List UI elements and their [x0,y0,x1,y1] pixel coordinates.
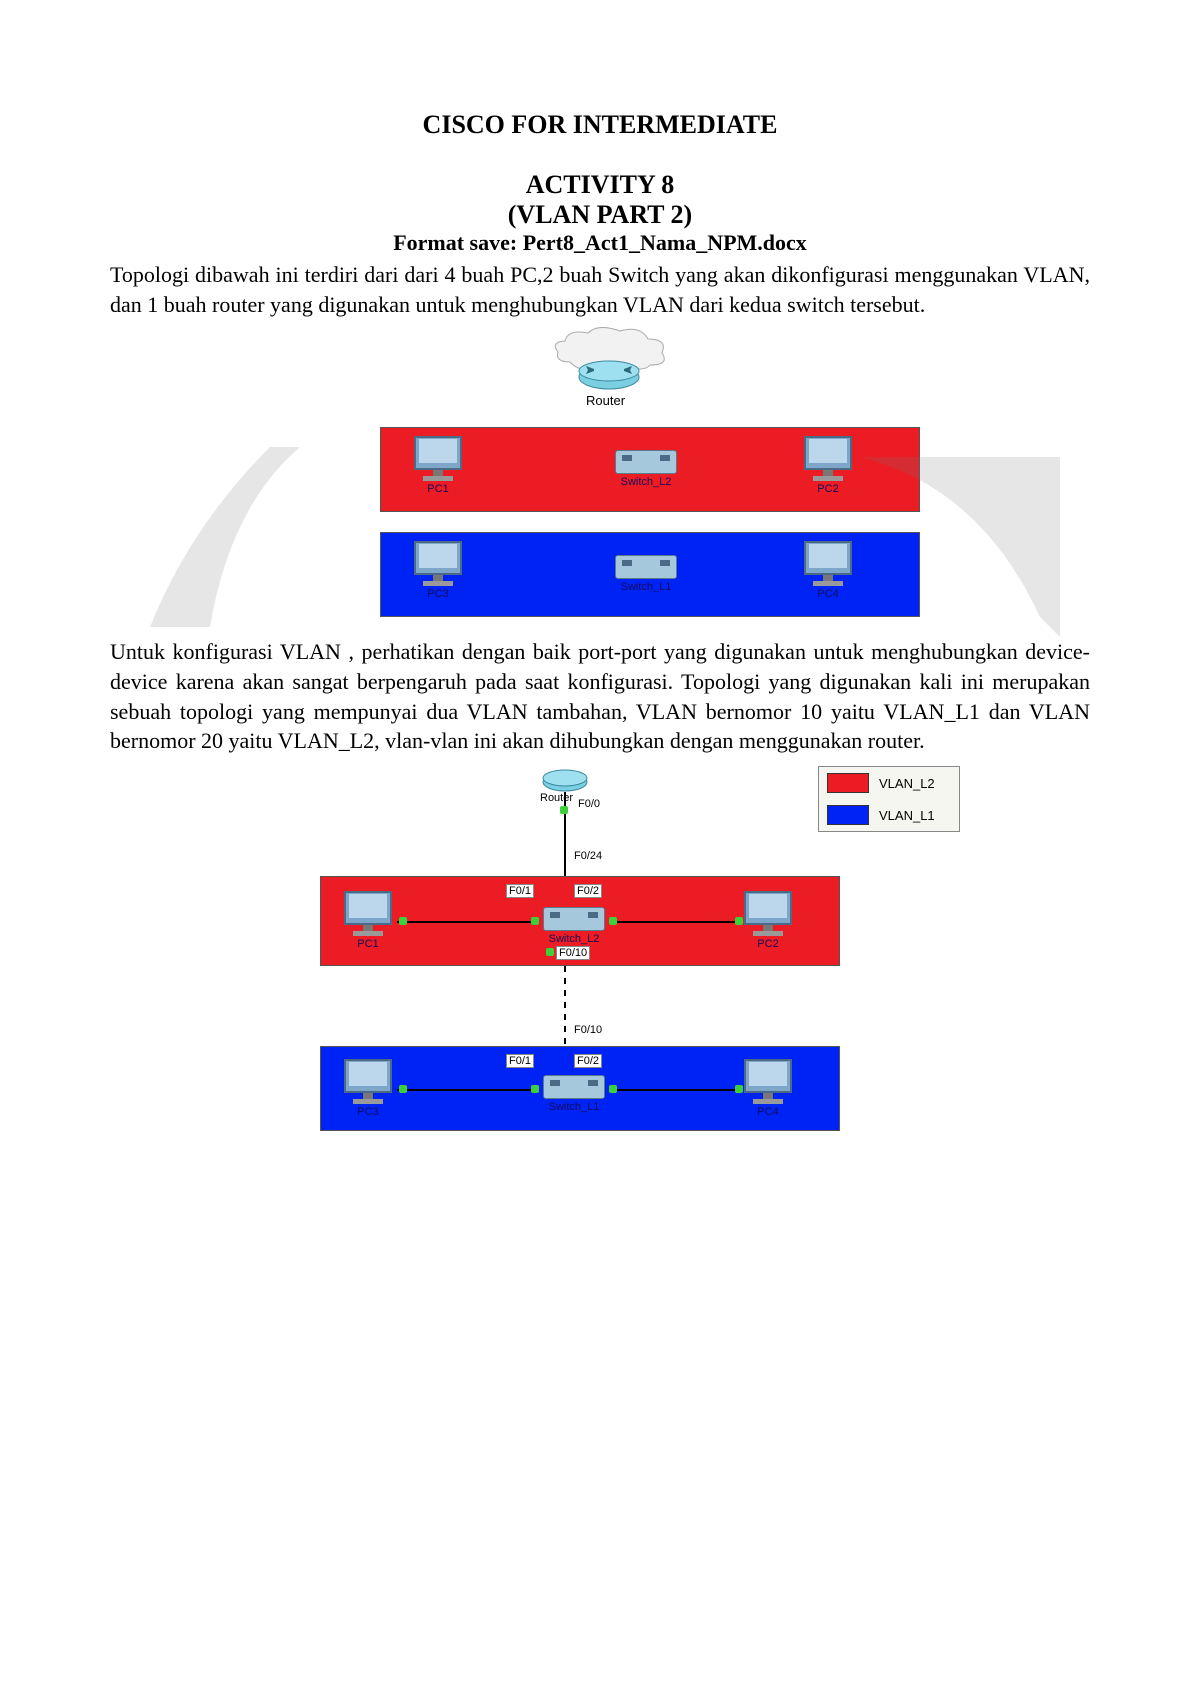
switch-l1-label: Switch_L1 [611,581,681,593]
link-dot [399,917,407,925]
title-activity: ACTIVITY 8 [110,170,1090,200]
port-sw1-f01: F0/1 [506,1054,534,1068]
legend-swatch [827,805,869,825]
diagram-topology-simple: Router PC1 Switch_L2 PC2 PC3 [290,327,910,627]
switch-l2-2: Switch_L2 [539,907,609,945]
paragraph-2: Untuk konfigurasi VLAN , perhatikan deng… [110,637,1090,756]
pc1: PC1 [411,436,465,495]
link-pc1-sw2 [397,921,537,923]
port-sw2-f02: F0/2 [574,884,602,898]
port-sw1-f010: F0/10 [572,1024,604,1036]
link-sw2-sw1 [564,966,566,1054]
port-router-f00: F0/0 [576,798,602,810]
pc3-label: PC3 [411,588,465,600]
link-dot [399,1085,407,1093]
switch-l2-2-label: Switch_L2 [539,933,609,945]
switch-l2: Switch_L2 [611,450,681,488]
port-sw2-f024: F0/24 [572,850,604,862]
pc2-label: PC2 [801,483,855,495]
pc2-2: PC2 [741,891,795,950]
port-sw2-f01: F0/1 [506,884,534,898]
pc3-2-label: PC3 [341,1106,395,1118]
vlan-l1-box: PC3 Switch_L1 PC4 [380,532,920,617]
diagram-topology-ports: Router F0/0 F0/24 PC1 Switch_L2 PC2 [240,766,960,1136]
router-label: Router [586,393,625,408]
link-dot [609,917,617,925]
pc4-label: PC4 [801,588,855,600]
pc2-2-label: PC2 [741,938,795,950]
switch-l1-2: Switch_L1 [539,1075,609,1113]
pc4-2: PC4 [741,1059,795,1118]
link-dot [546,948,554,956]
link-dot [609,1085,617,1093]
pc4-2-label: PC4 [741,1106,795,1118]
link-dot [531,1085,539,1093]
legend-swatch [827,773,869,793]
pc2: PC2 [801,436,855,495]
watermark-left [150,447,330,627]
legend-label: VLAN_L2 [879,776,935,791]
legend-row-vlan-l2: VLAN_L2 [819,767,959,799]
link-dot [560,806,568,814]
vlan-l2-box: PC1 Switch_L2 PC2 [380,427,920,512]
link-dot [735,1085,743,1093]
legend-row-vlan-l1: VLAN_L1 [819,799,959,831]
pc1-label: PC1 [411,483,465,495]
router-icon [574,355,644,391]
switch-l2-label: Switch_L2 [611,476,681,488]
pc3-2: PC3 [341,1059,395,1118]
paragraph-1: Topologi dibawah ini terdiri dari dari 4… [110,260,1090,319]
router2-icon [540,766,590,792]
title-main: CISCO FOR INTERMEDIATE [110,110,1090,140]
router2-label: Router [540,792,573,804]
link-sw1-pc4 [611,1089,741,1091]
link-pc3-sw1 [397,1089,537,1091]
legend: VLAN_L2 VLAN_L1 [818,766,960,832]
switch-l1-2-label: Switch_L1 [539,1101,609,1113]
legend-label: VLAN_L1 [879,808,935,823]
link-dot [735,917,743,925]
title-format: Format save: Pert8_Act1_Nama_NPM.docx [110,230,1090,256]
link-dot [531,917,539,925]
switch-l1: Switch_L1 [611,555,681,593]
link-sw2-pc2 [611,921,741,923]
title-subtitle: (VLAN PART 2) [110,200,1090,230]
pc1-2-label: PC1 [341,938,395,950]
port-sw1-f02: F0/2 [574,1054,602,1068]
pc4: PC4 [801,541,855,600]
pc1-2: PC1 [341,891,395,950]
page: CISCO FOR INTERMEDIATE ACTIVITY 8 (VLAN … [0,0,1200,1698]
pc3: PC3 [411,541,465,600]
port-sw2-f010: F0/10 [556,946,590,960]
